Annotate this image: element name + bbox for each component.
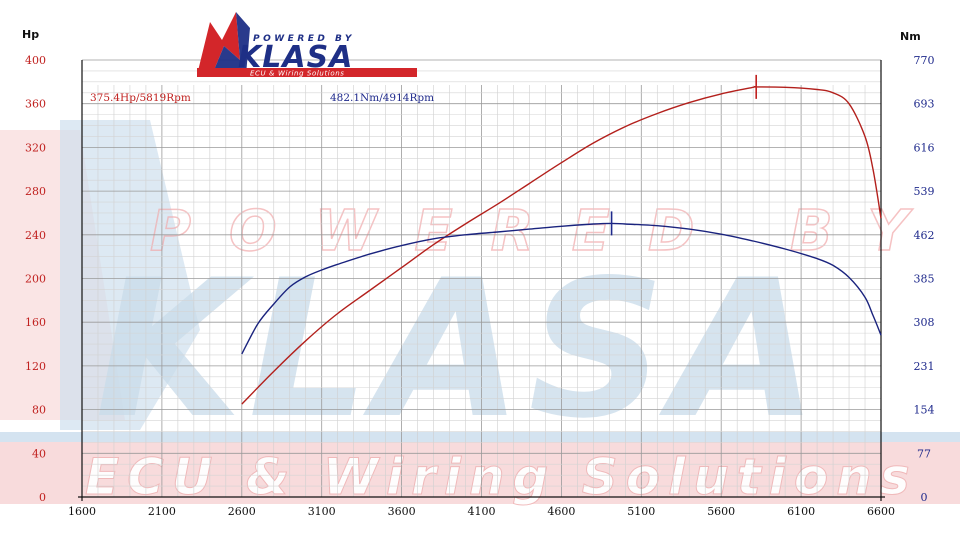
left-tick-label: 320 (25, 141, 46, 154)
left-tick-label: 120 (25, 360, 46, 373)
x-tick-label: 3600 (388, 505, 416, 518)
left-axis-unit: Hp (22, 28, 39, 41)
left-tick-label: 160 (25, 316, 46, 329)
left-tick-label: 240 (25, 229, 46, 242)
logo-sub-text: ECU & Wiring Solutions (250, 70, 345, 78)
right-tick-label: 385 (914, 273, 935, 286)
chart-grid (81, 59, 882, 498)
chart-series (241, 85, 882, 405)
peak-torque-label: 482.1Nm/4914Rpm (330, 92, 434, 104)
right-axis-unit: Nm (900, 30, 921, 43)
right-tick-label: 770 (914, 54, 935, 67)
power-curve (241, 85, 882, 405)
right-tick-label: 539 (914, 185, 935, 198)
x-tick-label: 6600 (867, 505, 895, 518)
peak-power-label: 375.4Hp/5819Rpm (90, 92, 191, 104)
right-tick-label: 0 (921, 491, 928, 504)
chart-peak-markers (610, 74, 757, 236)
x-tick-label: 3100 (308, 505, 336, 518)
right-tick-label: 154 (914, 404, 935, 417)
logo-top-text: POWERED BY (253, 34, 355, 44)
left-tick-label: 80 (32, 404, 46, 417)
torque-curve (241, 222, 882, 355)
watermark-background: POWERED BY KLASA ECU & Wiring Solutions (0, 120, 960, 507)
right-tick-label: 693 (914, 98, 935, 111)
x-tick-label: 6100 (787, 505, 815, 518)
left-tick-label: 0 (39, 491, 46, 504)
watermark-big-text: KLASA (95, 239, 824, 460)
x-tick-label: 2100 (148, 505, 176, 518)
right-tick-label: 77 (917, 447, 931, 460)
right-tick-label: 231 (914, 360, 935, 373)
logo-mark-icon (197, 12, 240, 75)
watermark-band-text: POWERED BY (150, 199, 946, 264)
x-tick-label: 5600 (707, 505, 735, 518)
left-tick-label: 280 (25, 185, 46, 198)
klasa-logo: POWERED BY KLASA ECU & Wiring Solutions (197, 12, 417, 78)
right-tick-label: 462 (914, 229, 935, 242)
left-tick-label: 200 (25, 273, 46, 286)
chart-ticks: 1600 2100 2600 3100 3600 4100 4600 5100 5600 6100… (25, 54, 935, 518)
x-tick-label: 1600 (68, 505, 96, 518)
right-tick-label: 308 (914, 316, 935, 329)
x-tick-label: 2600 (228, 505, 256, 518)
chart-axes (78, 60, 885, 501)
left-tick-label: 40 (32, 447, 46, 460)
x-tick-label: 5100 (627, 505, 655, 518)
right-tick-label: 616 (914, 141, 935, 154)
x-tick-label: 4600 (547, 505, 575, 518)
left-tick-label: 360 (25, 98, 46, 111)
x-tick-label: 4100 (468, 505, 496, 518)
left-tick-label: 400 (25, 54, 46, 67)
